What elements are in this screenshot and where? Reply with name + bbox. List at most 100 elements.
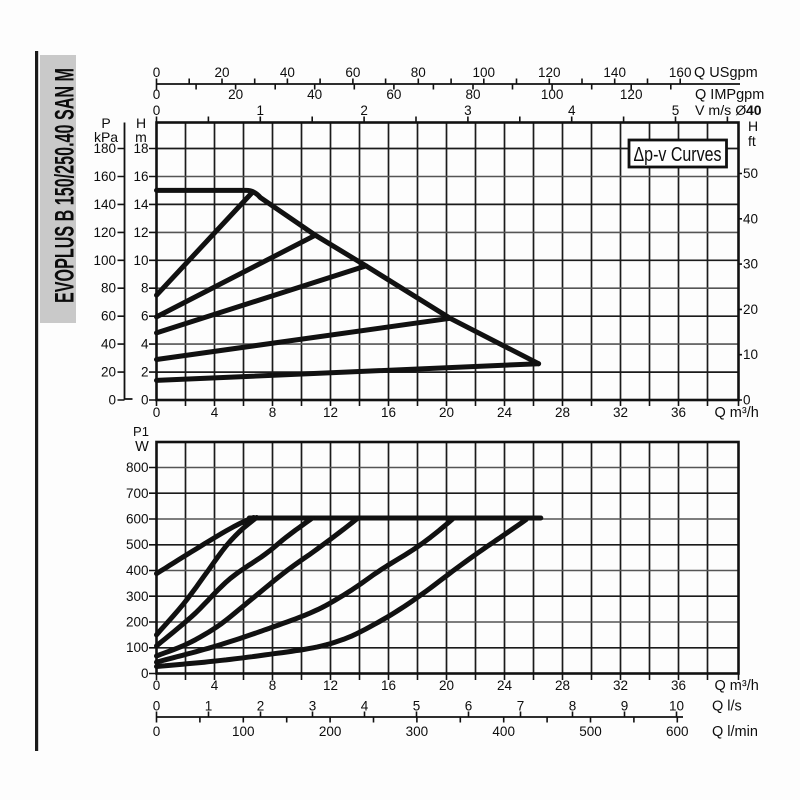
- svg-text:12: 12: [133, 225, 148, 240]
- svg-text:0: 0: [743, 393, 751, 408]
- svg-text:Δp-v Curves: Δp-v Curves: [634, 143, 722, 166]
- svg-text:7: 7: [517, 699, 525, 714]
- svg-text:8: 8: [569, 699, 577, 714]
- svg-text:0: 0: [153, 724, 161, 739]
- svg-text:3: 3: [464, 103, 472, 118]
- svg-text:40: 40: [307, 87, 322, 102]
- svg-text:24: 24: [497, 678, 513, 693]
- svg-text:40: 40: [280, 65, 295, 80]
- svg-text:0: 0: [153, 678, 161, 693]
- svg-text:20: 20: [743, 302, 758, 317]
- svg-text:500: 500: [126, 537, 149, 552]
- svg-text:6: 6: [141, 309, 149, 324]
- svg-text:40: 40: [743, 211, 758, 226]
- svg-text:W: W: [135, 439, 149, 455]
- svg-text:100: 100: [541, 87, 564, 102]
- svg-text:Q l/min: Q l/min: [712, 724, 758, 740]
- svg-text:2: 2: [141, 365, 149, 380]
- svg-text:8: 8: [269, 405, 277, 420]
- svg-text:60: 60: [386, 87, 401, 102]
- svg-text:10: 10: [133, 253, 148, 268]
- svg-text:500: 500: [579, 724, 602, 739]
- svg-text:5: 5: [413, 699, 421, 714]
- svg-text:32: 32: [613, 678, 628, 693]
- svg-text:Q USgpm: Q USgpm: [694, 65, 758, 81]
- svg-text:120: 120: [538, 65, 561, 80]
- svg-text:40: 40: [746, 102, 762, 118]
- svg-text:120: 120: [93, 225, 116, 240]
- svg-text:80: 80: [411, 65, 426, 80]
- svg-text:100: 100: [473, 65, 496, 80]
- svg-text:ft: ft: [748, 133, 756, 149]
- svg-text:60: 60: [101, 309, 116, 324]
- svg-text:9: 9: [621, 699, 629, 714]
- svg-text:6: 6: [465, 699, 473, 714]
- svg-text:P1: P1: [133, 424, 149, 439]
- svg-text:18: 18: [133, 141, 148, 156]
- svg-text:20: 20: [228, 87, 243, 102]
- svg-text:20: 20: [439, 405, 454, 420]
- svg-text:400: 400: [126, 563, 149, 578]
- svg-text:30: 30: [743, 257, 758, 272]
- svg-text:m: m: [135, 129, 147, 145]
- svg-text:Q m³/h: Q m³/h: [715, 405, 759, 421]
- svg-text:160: 160: [669, 65, 692, 80]
- svg-text:800: 800: [126, 460, 149, 475]
- svg-text:4: 4: [211, 405, 219, 420]
- svg-text:600: 600: [126, 512, 149, 527]
- svg-text:400: 400: [492, 724, 515, 739]
- svg-text:2: 2: [360, 103, 368, 118]
- svg-text:Q IMPgpm: Q IMPgpm: [695, 87, 764, 103]
- svg-text:80: 80: [101, 281, 116, 296]
- svg-text:8: 8: [269, 678, 277, 693]
- svg-text:600: 600: [666, 724, 689, 739]
- svg-text:8: 8: [141, 281, 149, 296]
- svg-text:36: 36: [671, 405, 686, 420]
- svg-text:300: 300: [126, 589, 149, 604]
- svg-text:700: 700: [126, 486, 149, 501]
- svg-text:140: 140: [93, 197, 116, 212]
- svg-text:P: P: [101, 115, 110, 131]
- svg-text:12: 12: [323, 678, 338, 693]
- svg-text:4: 4: [141, 337, 149, 352]
- svg-text:4: 4: [361, 699, 369, 714]
- svg-text:EVOPLUS B 150/250.40 SAN M: EVOPLUS B 150/250.40 SAN M: [50, 68, 80, 303]
- svg-text:0: 0: [108, 393, 116, 408]
- svg-text:100: 100: [126, 640, 149, 655]
- svg-text:24: 24: [497, 405, 513, 420]
- svg-text:60: 60: [345, 65, 360, 80]
- svg-text:20: 20: [214, 65, 229, 80]
- svg-text:140: 140: [603, 65, 626, 80]
- svg-text:16: 16: [381, 678, 396, 693]
- svg-text:100: 100: [232, 724, 255, 739]
- svg-text:5: 5: [672, 103, 680, 118]
- svg-text:0: 0: [153, 103, 161, 118]
- svg-text:1: 1: [205, 699, 213, 714]
- svg-text:200: 200: [126, 615, 149, 630]
- svg-text:0: 0: [153, 65, 161, 80]
- svg-text:V m/s Ø: V m/s Ø: [695, 103, 746, 119]
- svg-text:0: 0: [141, 666, 149, 681]
- svg-text:20: 20: [439, 678, 454, 693]
- svg-text:0: 0: [141, 393, 149, 408]
- svg-text:10: 10: [669, 699, 684, 714]
- svg-text:16: 16: [133, 169, 148, 184]
- svg-text:50: 50: [743, 166, 758, 181]
- svg-text:120: 120: [620, 87, 643, 102]
- svg-text:36: 36: [671, 678, 686, 693]
- svg-text:160: 160: [93, 169, 116, 184]
- svg-text:14: 14: [133, 197, 149, 212]
- svg-text:300: 300: [406, 724, 429, 739]
- svg-text:Q l/s: Q l/s: [712, 699, 742, 715]
- svg-text:16: 16: [381, 405, 396, 420]
- svg-text:Q m³/h: Q m³/h: [715, 678, 759, 694]
- svg-text:H: H: [748, 118, 758, 134]
- svg-text:32: 32: [613, 405, 628, 420]
- svg-text:20: 20: [101, 365, 116, 380]
- svg-text:0: 0: [153, 405, 161, 420]
- svg-text:200: 200: [319, 724, 342, 739]
- svg-text:80: 80: [465, 87, 480, 102]
- svg-text:2: 2: [257, 699, 265, 714]
- svg-text:180: 180: [93, 141, 116, 156]
- svg-text:100: 100: [93, 253, 116, 268]
